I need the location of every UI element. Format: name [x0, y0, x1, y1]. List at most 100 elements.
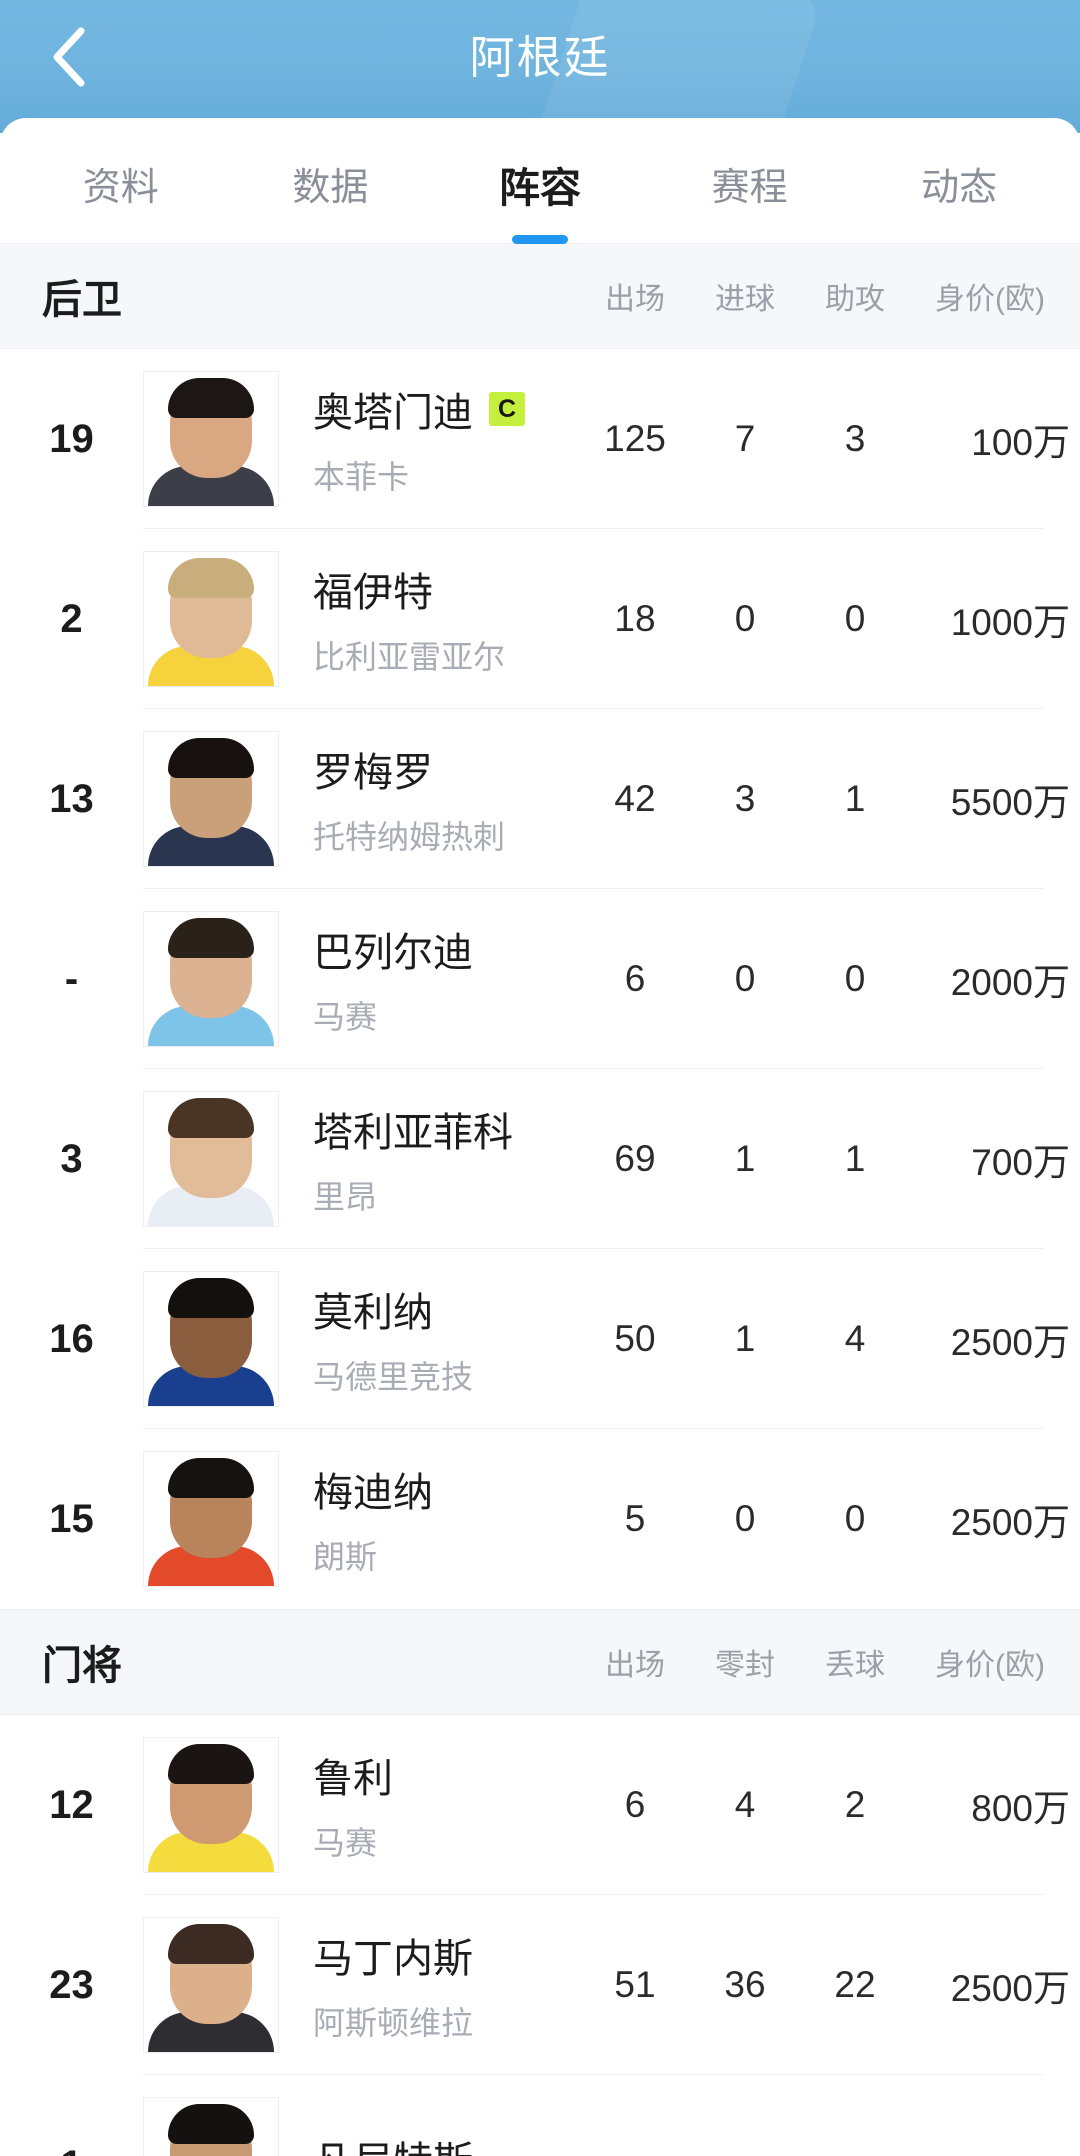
column-header-conceded: 丢球 — [825, 1649, 885, 1682]
stat-goals: 0 — [734, 598, 756, 639]
captain-badge: C — [489, 392, 525, 426]
player-info: 莫利纳 马德里竞技 — [279, 1280, 580, 1398]
avatar — [143, 551, 279, 687]
player-name-line: 莫利纳 — [313, 1280, 580, 1338]
player-info: 福伊特 比利亚雷亚尔 — [279, 560, 580, 678]
player-club: 托特纳姆热刺 — [313, 819, 506, 855]
table-row[interactable]: 23 马丁内斯 阿斯顿维拉 51 36 22 2500万 — [0, 1895, 1080, 2075]
tab-label: 资料 — [82, 167, 159, 209]
player-club: 朗斯 — [313, 1539, 378, 1575]
tab-label: 数据 — [292, 167, 369, 209]
stat-goals: 0 — [734, 1498, 756, 1539]
back-button[interactable] — [30, 18, 108, 96]
player-name-line: 鲁利 — [313, 1746, 580, 1804]
player-name-line: 梅迪纳 — [313, 1460, 580, 1518]
player-name-line: 奥塔门迪 C — [313, 380, 580, 438]
row-divider — [143, 1428, 1044, 1429]
player-name: 罗梅罗 — [313, 751, 433, 795]
table-row[interactable]: - 巴列尔迪 马赛 6 0 0 2000万 — [0, 889, 1080, 1069]
stat-value: 800万 — [971, 1788, 1070, 1829]
avatar — [143, 1737, 279, 1873]
player-stats: 51 36 22 2500万 — [580, 1958, 1080, 2012]
stat-cleansheets: 4 — [734, 1784, 756, 1825]
tab-shuju[interactable]: 数据 — [226, 150, 436, 211]
stat-value: 700万 — [971, 1142, 1070, 1183]
player-name: 莫利纳 — [313, 1291, 433, 1335]
stat-assists: 1 — [844, 1138, 866, 1179]
avatar — [143, 1091, 279, 1227]
player-number: 2 — [60, 596, 83, 641]
player-stats: 18 0 0 1000万 — [580, 592, 1080, 646]
stat-value: 2500万 — [950, 1322, 1070, 1363]
tab-dongtai[interactable]: 动态 — [854, 150, 1064, 211]
table-row[interactable]: 2 福伊特 比利亚雷亚尔 18 0 0 1000万 — [0, 529, 1080, 709]
tab-label: 动态 — [921, 167, 998, 209]
table-row[interactable]: 1 凡尼特斯 — [0, 2075, 1080, 2156]
column-header-assists: 助攻 — [825, 283, 885, 316]
player-name-line: 塔利亚菲科 — [313, 1100, 580, 1158]
section-title: 门将 — [42, 1644, 122, 1688]
top-app-bar: 阿根廷 — [0, 0, 1080, 133]
tab-ziliao[interactable]: 资料 — [16, 150, 226, 211]
stat-apps: 51 — [614, 1964, 656, 2005]
tab-label: 阵容 — [498, 164, 581, 211]
column-header-goals: 进球 — [715, 283, 775, 316]
page-title: 阿根廷 — [469, 32, 611, 83]
table-row[interactable]: 12 鲁利 马赛 6 4 2 800万 — [0, 1715, 1080, 1895]
player-name-line: 罗梅罗 — [313, 740, 580, 798]
tab-saicheng[interactable]: 赛程 — [645, 150, 855, 211]
chevron-left-icon — [47, 25, 91, 89]
stat-goals: 1 — [734, 1318, 756, 1359]
player-number: 16 — [49, 1316, 94, 1361]
table-row[interactable]: 15 梅迪纳 朗斯 5 0 0 2500万 — [0, 1429, 1080, 1609]
player-info: 罗梅罗 托特纳姆热刺 — [279, 740, 580, 858]
player-stats: 42 3 1 5500万 — [580, 772, 1080, 826]
player-name: 塔利亚菲科 — [313, 1111, 513, 1155]
stat-apps: 6 — [624, 1784, 646, 1825]
table-row[interactable]: 3 塔利亚菲科 里昂 69 1 1 700万 — [0, 1069, 1080, 1249]
stat-cleansheets: 36 — [724, 1964, 766, 2005]
player-name: 马丁内斯 — [313, 1937, 473, 1981]
row-divider — [143, 708, 1044, 709]
column-header-cleansheets: 零封 — [715, 1649, 775, 1682]
stat-apps: 69 — [614, 1138, 656, 1179]
player-number: 12 — [49, 1782, 94, 1827]
tab-active-indicator — [511, 234, 568, 244]
player-info: 梅迪纳 朗斯 — [279, 1460, 580, 1578]
player-info: 马丁内斯 阿斯顿维拉 — [279, 1926, 580, 2044]
stat-assists: 1 — [844, 778, 866, 819]
avatar — [143, 1451, 279, 1587]
player-info: 鲁利 马赛 — [279, 1746, 580, 1864]
player-stats: 6 0 0 2000万 — [580, 952, 1080, 1006]
player-name: 福伊特 — [313, 571, 433, 615]
player-name: 巴列尔迪 — [313, 931, 473, 975]
stat-assists: 4 — [844, 1318, 866, 1359]
stat-value: 100万 — [971, 422, 1070, 463]
player-name-line: 巴列尔迪 — [313, 920, 580, 978]
player-club: 本菲卡 — [313, 459, 410, 495]
table-row[interactable]: 16 莫利纳 马德里竞技 50 1 4 2500万 — [0, 1249, 1080, 1429]
player-info: 凡尼特斯 — [279, 2129, 580, 2156]
table-row[interactable]: 19 奥塔门迪 C 本菲卡 125 7 3 100万 — [0, 349, 1080, 529]
player-name-line: 凡尼特斯 — [313, 2129, 580, 2156]
tab-sheet: 资料 数据 阵容 赛程 动态 — [0, 118, 1080, 244]
stat-apps: 18 — [614, 598, 656, 639]
player-name: 凡尼特斯 — [313, 2129, 473, 2156]
stat-apps: 125 — [604, 418, 666, 459]
table-row[interactable]: 13 罗梅罗 托特纳姆热刺 42 3 1 5500万 — [0, 709, 1080, 889]
player-number: 23 — [49, 1962, 94, 2007]
avatar — [143, 371, 279, 507]
tab-zhenrong[interactable]: 阵容 — [435, 148, 645, 244]
stat-apps: 6 — [624, 958, 646, 999]
row-divider — [143, 528, 1044, 529]
player-club: 马赛 — [313, 1825, 378, 1861]
column-header-apps: 出场 — [605, 283, 665, 316]
section-columns: 出场 进球 助攻 身价(欧) — [580, 274, 1080, 318]
player-name-line: 福伊特 — [313, 560, 580, 618]
stat-value: 5500万 — [950, 782, 1070, 823]
player-name: 鲁利 — [313, 1757, 393, 1801]
player-name: 梅迪纳 — [313, 1471, 433, 1515]
stat-apps: 50 — [614, 1318, 656, 1359]
stat-conceded: 22 — [834, 1964, 876, 2005]
